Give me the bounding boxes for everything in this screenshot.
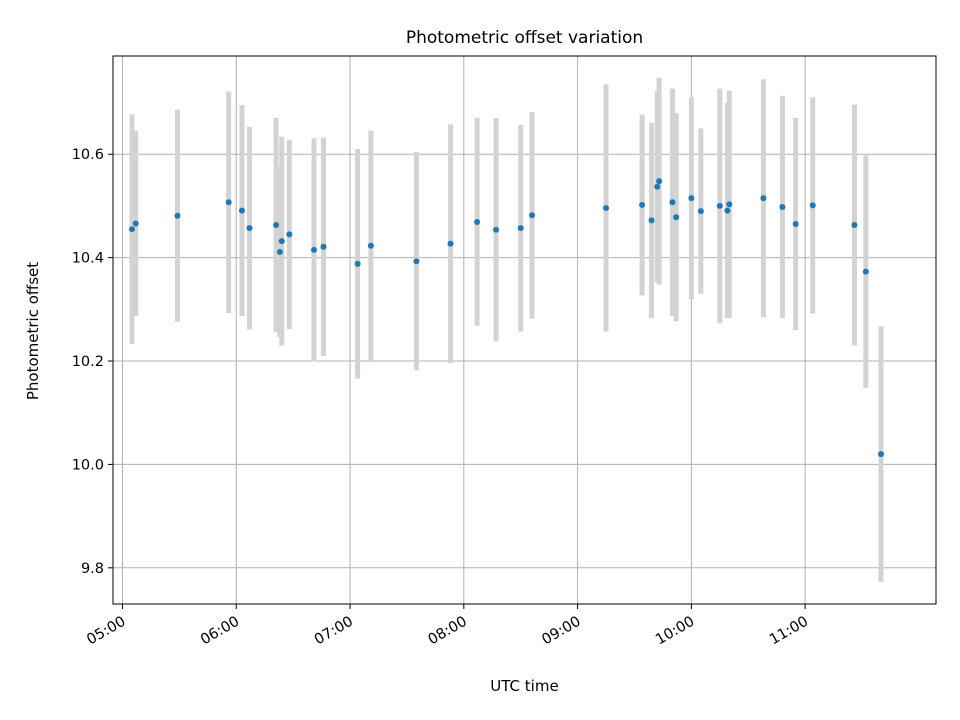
data-point (656, 178, 663, 185)
x-tick-label: 09:00 (539, 614, 583, 649)
data-point (225, 199, 232, 206)
data-point (673, 214, 680, 221)
data-point (132, 220, 139, 227)
data-point (447, 240, 454, 247)
error-bars (129, 77, 884, 582)
data-point (779, 203, 786, 210)
data-point (639, 201, 646, 208)
data-point (654, 183, 661, 190)
data-point (278, 238, 285, 245)
data-point (174, 212, 181, 219)
y-tick-label: 9.8 (81, 561, 104, 577)
data-point (474, 218, 481, 225)
data-point (320, 243, 327, 250)
data-point (529, 212, 536, 219)
x-tick-label: 06:00 (198, 614, 242, 649)
data-point (238, 207, 245, 214)
data-point (688, 195, 695, 202)
data-point (716, 202, 723, 209)
x-tick-label: 08:00 (426, 614, 470, 649)
x-tick-label: 11:00 (767, 614, 811, 649)
data-point (273, 222, 280, 229)
x-tick-label: 05:00 (84, 614, 128, 649)
data-point (726, 201, 733, 208)
x-tick-label: 10:00 (653, 614, 697, 649)
data-point (724, 207, 731, 214)
data-point (311, 246, 318, 253)
y-tick-label: 10.4 (72, 251, 104, 267)
data-points (128, 178, 885, 458)
data-point (809, 202, 816, 209)
data-point (862, 268, 869, 275)
data-point (413, 258, 420, 265)
data-point (276, 248, 283, 255)
x-axis-label: UTC time (490, 677, 558, 695)
data-point (286, 231, 293, 238)
data-point (354, 260, 361, 267)
y-tick-label: 10.0 (72, 457, 104, 473)
data-point (128, 226, 135, 233)
data-point (697, 208, 704, 215)
plot-frame (112, 55, 937, 605)
data-point (878, 451, 885, 458)
data-point (648, 217, 655, 224)
x-axis-ticks: 05:00 06:00 07:00 08:00 09:00 10:00 11:00 (84, 604, 811, 648)
y-tick-label: 10.6 (72, 147, 104, 163)
data-point (493, 226, 500, 233)
x-tick-label: 07:00 (312, 614, 356, 649)
data-point (669, 199, 676, 206)
y-axis-label: Photometric offset (24, 262, 42, 400)
y-tick-label: 10.2 (72, 354, 104, 370)
data-point (517, 225, 524, 232)
y-axis-ticks: 9.8 10.0 10.2 10.4 10.6 (72, 147, 113, 577)
data-point (367, 242, 374, 249)
data-point (603, 204, 610, 211)
data-point (246, 225, 253, 232)
data-point (760, 195, 767, 202)
chart-title: Photometric offset variation (406, 28, 643, 48)
data-point (851, 222, 858, 229)
data-point (792, 221, 799, 228)
